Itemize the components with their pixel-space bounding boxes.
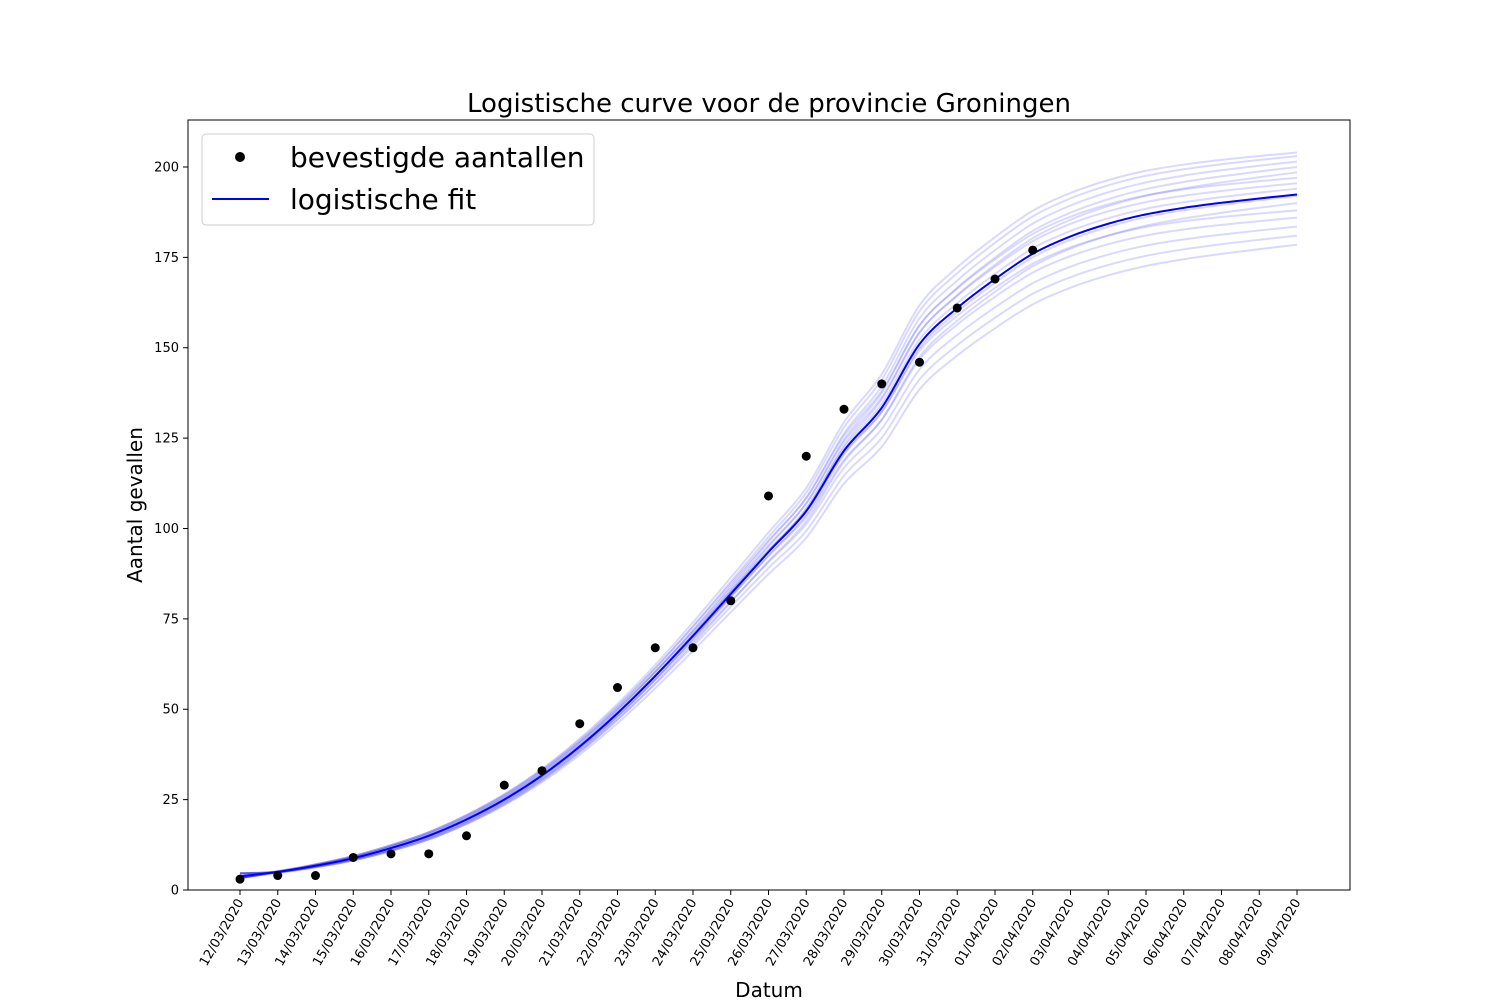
data-point [990, 274, 1000, 284]
fit-variation-line [239, 216, 1298, 875]
fit-variation-line [239, 202, 1298, 875]
y-tick-label: 150 [154, 341, 179, 356]
data-point [688, 643, 698, 653]
data-point [386, 849, 396, 859]
data-point [839, 404, 849, 414]
y-tick-label: 25 [162, 793, 179, 808]
fit-variations [239, 151, 1298, 880]
fit-variation-line [239, 243, 1298, 880]
legend-box [201, 133, 595, 226]
data-point [499, 780, 509, 790]
chart-title: Logistische curve voor de provincie Gron… [467, 89, 1071, 119]
data-point [877, 379, 887, 389]
fit-variation-line [239, 234, 1298, 875]
data-point [462, 831, 471, 841]
data-point [613, 683, 622, 693]
data-point [1028, 245, 1038, 255]
data-point [650, 643, 660, 653]
data-point [537, 766, 547, 776]
fit-variation-line [239, 194, 1298, 880]
plot-frame [187, 119, 1351, 891]
fit-variation-line [239, 171, 1298, 880]
y-tick-label: 175 [154, 251, 179, 266]
data-point [764, 491, 773, 501]
logistic-fit-line [239, 193, 1298, 878]
fit-variation-line [239, 166, 1298, 875]
y-tick-label: 75 [162, 612, 179, 627]
fit-variation-line [239, 155, 1298, 875]
logistic-fit-group [239, 193, 1298, 878]
y-tick-label: 100 [154, 522, 179, 537]
data-point [915, 357, 924, 367]
data-point [348, 852, 358, 862]
x-axis-title: Datum [735, 978, 803, 1000]
data-point [235, 874, 245, 884]
data-points [235, 245, 1038, 884]
data-point [424, 849, 434, 859]
data-point [311, 871, 320, 881]
y-tick-label: 0 [171, 884, 179, 899]
fit-variation-line [239, 182, 1298, 880]
legend-label-points: bevestigde aantallen [290, 141, 585, 174]
fit-variation-line [239, 151, 1298, 880]
x-axis: 12/03/202013/03/202014/03/202015/03/2020… [197, 890, 1304, 969]
data-point [726, 596, 736, 606]
y-axis-title: Aantal gevallen [123, 427, 147, 583]
data-point [952, 303, 962, 313]
y-tick-label: 50 [162, 703, 179, 718]
y-tick-label: 200 [154, 160, 179, 175]
fit-variation-line [239, 160, 1298, 880]
fit-variation-line [239, 209, 1298, 880]
legend-label-fit: logistische fit [290, 183, 476, 216]
data-point [575, 719, 585, 729]
data-point [273, 871, 283, 881]
y-axis: 0 25 50 75 100 125 150 175 200 [154, 160, 188, 899]
fit-variation-line [239, 176, 1298, 875]
y-tick-label: 125 [154, 432, 179, 447]
legend: bevestigde aantallen logistische fit [201, 133, 595, 226]
legend-marker-points [235, 152, 245, 162]
data-point [801, 451, 811, 461]
